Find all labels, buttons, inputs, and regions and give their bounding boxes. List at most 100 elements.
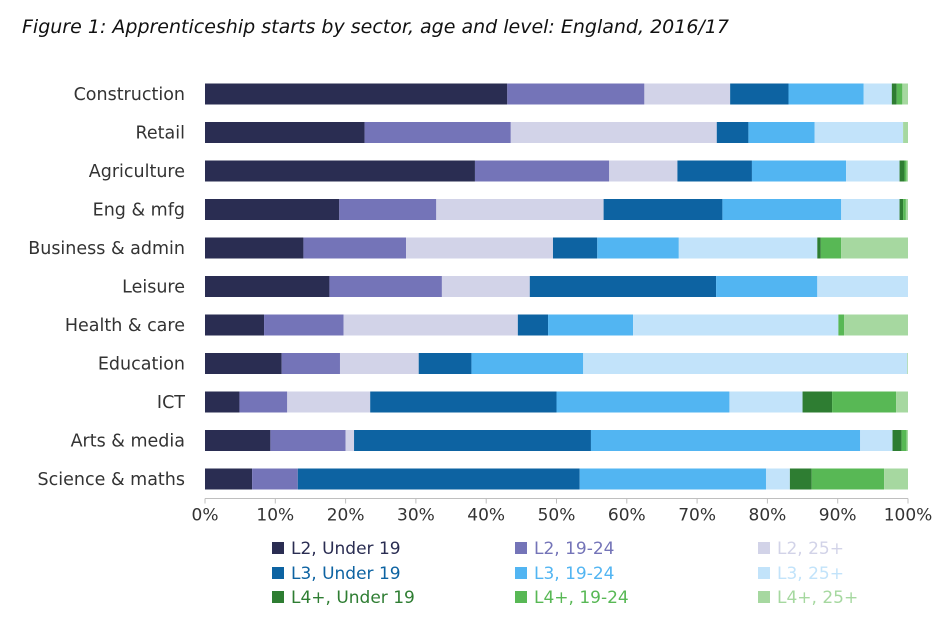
bar-segment-education-l3-25 <box>583 353 908 374</box>
bar-segment-business-admin-l4-under-19 <box>817 237 821 259</box>
legend-swatch <box>758 567 770 579</box>
category-label-construction: Construction <box>74 85 185 105</box>
legend-swatch <box>758 542 770 554</box>
legend-item-l4-19-24: L4+, 19-24 <box>515 588 629 608</box>
bar-segment-ict-l3-25 <box>729 391 803 413</box>
bar-segment-agriculture-l3-25 <box>846 160 900 182</box>
bar-segment-education-l3-under-19 <box>418 353 472 374</box>
bar-segment-eng-mfg-l3-25 <box>841 199 900 220</box>
bar-segment-construction-l2-under-19 <box>205 83 508 105</box>
bar-segment-business-admin-l3-19-24 <box>597 237 679 259</box>
legend-swatch <box>515 542 527 554</box>
legend-swatch <box>515 567 527 579</box>
bar-segment-health-care-l2-under-19 <box>205 314 265 336</box>
category-label-business-admin: Business & admin <box>28 239 185 259</box>
legend-swatch <box>515 591 527 603</box>
bar-segment-arts-media-l2-25 <box>345 430 355 451</box>
bar-segment-ict-l3-19-24 <box>556 391 730 413</box>
bar-segment-business-admin-l2-under-19 <box>205 237 304 259</box>
bar-segment-eng-mfg-l2-25 <box>436 199 604 220</box>
bar-segment-health-care-l2-25 <box>343 314 518 336</box>
bar-segment-education-l2-19-24 <box>281 353 340 374</box>
bar-segment-arts-media-l2-under-19 <box>205 430 271 451</box>
bar-segment-arts-media-l3-25 <box>860 430 893 451</box>
legend-swatch <box>272 591 284 603</box>
bar-segment-arts-media-l3-under-19 <box>354 430 591 451</box>
legend-label: L4+, Under 19 <box>291 588 415 608</box>
legend-label: L3, 25+ <box>777 564 844 584</box>
legend-item-l3-25: L3, 25+ <box>758 564 844 584</box>
legend-label: L2, 25+ <box>777 539 844 559</box>
bar-segment-science-maths-l2-under-19 <box>205 468 253 490</box>
bar-segment-education-l4-25 <box>907 353 908 374</box>
bar-segment-construction-l2-25 <box>644 83 731 105</box>
legend-item-l2-25: L2, 25+ <box>758 539 844 559</box>
legend-item-l2-under-19: L2, Under 19 <box>272 539 401 559</box>
x-tick-label: 90% <box>819 506 857 526</box>
bar-segment-agriculture-l2-19-24 <box>474 160 610 182</box>
bar-segment-health-care-l4-19-24 <box>838 314 845 336</box>
bar-segment-education-l2-25 <box>339 353 419 374</box>
bar-segment-ict-l2-under-19 <box>205 391 240 413</box>
bar-segment-leisure-l2-under-19 <box>205 276 330 297</box>
bar-segment-science-maths-l4-25 <box>884 468 908 490</box>
x-tick-label: 80% <box>749 506 787 526</box>
bar-segment-health-care-l4-25 <box>844 314 908 336</box>
bar-segment-construction-l2-19-24 <box>507 83 645 105</box>
legend-swatch <box>272 542 284 554</box>
x-tick-label: 60% <box>608 506 646 526</box>
legend-item-l3-19-24: L3, 19-24 <box>515 564 615 584</box>
chart-title: Figure 1: Apprenticeship starts by secto… <box>22 16 729 38</box>
bar-segment-agriculture-l4-25 <box>906 160 908 182</box>
bar-segment-eng-mfg-l4-19-24 <box>903 199 906 220</box>
bar-segment-science-maths-l3-under-19 <box>297 468 580 490</box>
x-tick-label: 20% <box>327 506 365 526</box>
bar-segment-arts-media-l3-19-24 <box>590 430 861 451</box>
bar-segment-health-care-l3-19-24 <box>548 314 634 336</box>
bar-segment-agriculture-l4-19-24 <box>904 160 907 182</box>
bar-segment-arts-media-l2-19-24 <box>270 430 346 451</box>
bar-segment-business-admin-l2-19-24 <box>303 237 407 259</box>
bar-segment-retail-l2-25 <box>510 122 717 143</box>
category-label-retail: Retail <box>136 124 185 144</box>
bar-segment-ict-l2-25 <box>287 391 371 413</box>
bar-segment-ict-l2-19-24 <box>239 391 288 413</box>
bar-segment-business-admin-l4-19-24 <box>820 237 842 259</box>
bar-segment-health-care-l3-25 <box>633 314 839 336</box>
bar-segment-eng-mfg-l3-under-19 <box>603 199 723 220</box>
bar-segment-business-admin-l3-25 <box>678 237 818 259</box>
bar-segment-construction-l4-19-24 <box>896 83 903 105</box>
legend-swatch <box>758 591 770 603</box>
bar-segment-education-l2-under-19 <box>205 353 282 374</box>
bar-segment-agriculture-l3-under-19 <box>677 160 752 182</box>
bar-segment-construction-l4-under-19 <box>891 83 897 105</box>
bar-segment-leisure-l2-19-24 <box>329 276 442 297</box>
x-tick-label: 0% <box>192 506 219 526</box>
category-label-eng-mfg: Eng & mfg <box>93 201 185 221</box>
bar-segment-retail-l2-19-24 <box>364 122 511 143</box>
bar-segment-ict-l4-25 <box>896 391 908 413</box>
x-tick-label: 70% <box>678 506 716 526</box>
bar-segment-agriculture-l4-under-19 <box>899 160 905 182</box>
bar-segment-leisure-l3-19-24 <box>716 276 818 297</box>
bar-segment-leisure-l3-25 <box>817 276 908 297</box>
category-label-arts-media: Arts & media <box>71 432 185 452</box>
bar-segment-eng-mfg-l4-25 <box>905 199 908 220</box>
legend-item-l2-19-24: L2, 19-24 <box>515 539 615 559</box>
category-label-ict: ICT <box>157 393 185 413</box>
bar-segment-construction-l3-25 <box>863 83 892 105</box>
x-axis: 0% 10% 20% 30% 40% 50% 60% 70% 80% 90% 100% <box>192 498 932 526</box>
category-label-leisure: Leisure <box>122 278 185 298</box>
bar-segment-health-care-l3-under-19 <box>517 314 549 336</box>
bar-segment-arts-media-l4-25 <box>906 430 908 451</box>
legend-item-l4-25: L4+, 25+ <box>758 588 858 608</box>
bar-segment-agriculture-l2-under-19 <box>205 160 475 182</box>
bar-segment-science-maths-l2-19-24 <box>252 468 298 490</box>
bar-segment-eng-mfg-l2-under-19 <box>205 199 340 220</box>
legend-label: L4+, 25+ <box>777 588 858 608</box>
x-tick-label: 10% <box>256 506 294 526</box>
bar-segment-science-maths-l3-19-24 <box>579 468 766 490</box>
bar-segment-business-admin-l3-under-19 <box>552 237 598 259</box>
bar-segment-ict-l4-under-19 <box>802 391 833 413</box>
x-tick-label: 30% <box>397 506 435 526</box>
